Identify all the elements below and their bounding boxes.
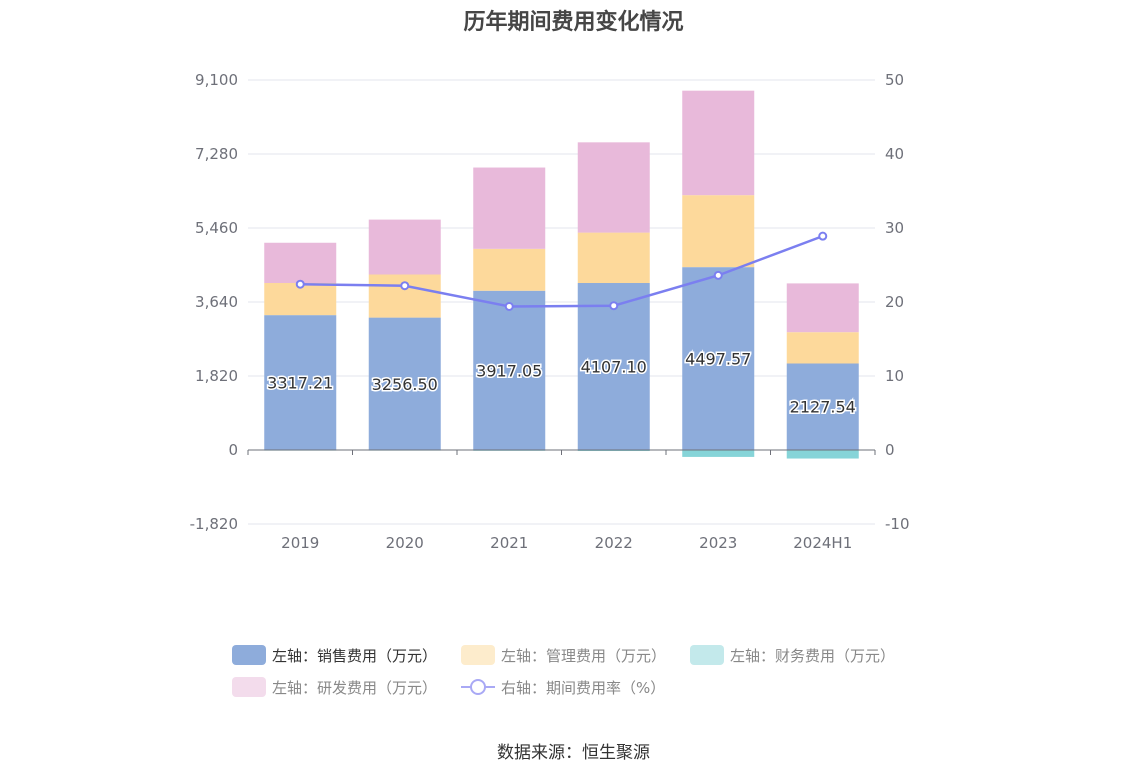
- bar-2-2024H1: [786, 450, 859, 459]
- bar-2-2023: [682, 450, 755, 457]
- left-tick-label: -1,820: [190, 515, 238, 533]
- left-tick-label: 1,820: [195, 367, 238, 385]
- category-label: 2019: [281, 534, 319, 552]
- bar-value-label: 3256.50: [372, 375, 438, 394]
- bar-value-label: 4107.10: [581, 358, 647, 377]
- bar-layer: [264, 90, 859, 459]
- legend-label-sales: 左轴：销售费用（万元）: [272, 646, 438, 665]
- bar-0-2021: [473, 290, 546, 450]
- rate-point-2023: [713, 270, 723, 280]
- rate-point-2024H1: [818, 231, 828, 241]
- category-label: 2024H1: [793, 534, 852, 552]
- bar-1-2020: [368, 274, 441, 318]
- right-tick-label: 40: [885, 145, 904, 163]
- right-tick-label: 50: [885, 71, 904, 89]
- right-tick-label: 30: [885, 219, 904, 237]
- chart-title: 历年期间费用变化情况: [463, 10, 684, 35]
- label-layer: 3317.21 3256.50 3917.05 4107.10 4497.57 2127.…: [266, 348, 858, 418]
- bar-0-2020: [368, 317, 441, 450]
- rate-point-2022: [609, 301, 619, 311]
- left-tick-label: 9,100: [195, 71, 238, 89]
- right-tick-label: 10: [885, 367, 904, 385]
- left-tick-label: 5,460: [195, 219, 238, 237]
- bar-3-2021: [473, 167, 546, 249]
- legend: 左轴：销售费用（万元） 左轴：管理费用（万元） 左轴：财务费用（万元） 左轴：研…: [232, 639, 952, 703]
- left-tick-label: 0: [228, 441, 238, 459]
- legend-item-rd[interactable]: 左轴：研发费用（万元）: [232, 677, 437, 698]
- rate-line: [300, 234, 824, 308]
- left-tick-label: 7,280: [195, 145, 238, 163]
- bar-3-2022: [577, 142, 650, 233]
- axis-layer: 9,100 7,280 5,460 3,640 1,820 0 -1,820 50 40 30 20…: [190, 71, 910, 552]
- rate-point-2021: [504, 301, 514, 311]
- bar-0-2023: [682, 267, 755, 450]
- bar-value-label: 4497.57: [685, 350, 751, 369]
- bar-1-2023: [682, 195, 755, 268]
- bar-3-2020: [368, 219, 441, 275]
- bar-value-label: 3917.05: [476, 361, 542, 380]
- category-label: 2020: [386, 534, 424, 552]
- bar-1-2024H1: [786, 332, 859, 364]
- bar-3-2023: [682, 90, 755, 196]
- legend-swatch-finance: [690, 645, 725, 665]
- line-layer: [295, 231, 828, 311]
- right-tick-label: 20: [885, 293, 904, 311]
- legend-item-rate[interactable]: 右轴：期间费用率（%）: [461, 677, 665, 698]
- legend-item-admin[interactable]: 左轴：管理费用（万元）: [461, 645, 666, 666]
- bar-0-2019: [264, 315, 337, 450]
- right-tick-label: -10: [885, 515, 910, 533]
- bar-1-2022: [577, 232, 650, 284]
- rate-point-2020: [400, 281, 410, 291]
- legend-item-finance[interactable]: 左轴：财务费用（万元）: [690, 645, 895, 666]
- bar-3-2019: [264, 242, 337, 284]
- bar-1-2021: [473, 248, 546, 291]
- legend-label-admin: 左轴：管理费用（万元）: [501, 646, 667, 665]
- category-label: 2021: [490, 534, 528, 552]
- legend-label-rd: 左轴：研发费用（万元）: [272, 678, 438, 697]
- left-tick-label: 3,640: [195, 293, 238, 311]
- bar-2-2022: [577, 450, 650, 452]
- chart-svg: 9,100 7,280 5,460 3,640 1,820 0 -1,820 50 40 30 20…: [190, 71, 910, 552]
- bar-3-2024H1: [786, 283, 859, 333]
- right-tick-label: 0: [885, 441, 895, 459]
- category-label: 2022: [595, 534, 633, 552]
- bar-value-label: 2127.54: [790, 398, 856, 417]
- legend-swatch-sales: [232, 645, 266, 665]
- legend-item-sales[interactable]: 左轴：销售费用（万元）: [232, 645, 437, 666]
- legend-label-rate: 右轴：期间费用率（%）: [501, 678, 666, 697]
- grid-layer: [248, 79, 875, 525]
- legend-swatch-rate: [461, 677, 496, 697]
- rate-point-2019: [295, 279, 305, 289]
- category-label: 2023: [699, 534, 737, 552]
- bar-0-2022: [577, 283, 650, 450]
- source-note: 数据来源：恒生聚源: [497, 743, 650, 763]
- legend-swatch-admin: [461, 645, 496, 665]
- bar-0-2024H1: [786, 363, 859, 450]
- legend-swatch-rd: [232, 677, 266, 697]
- bar-value-label: 3317.21: [267, 374, 333, 393]
- legend-label-finance: 左轴：财务费用（万元）: [730, 646, 896, 665]
